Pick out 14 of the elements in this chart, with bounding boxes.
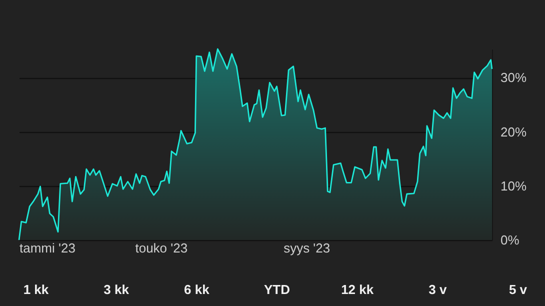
y-tick-label: 10% <box>500 178 527 194</box>
text: 1 kk <box>23 282 50 297</box>
x-tick-label: touko '23 <box>135 240 188 256</box>
text: 3 kk <box>104 282 130 297</box>
y-tick-label: 20% <box>500 124 527 140</box>
x-tick-label: syys '23 <box>284 240 330 256</box>
text: 3 v <box>428 282 448 297</box>
y-tick-label: 30% <box>500 70 527 86</box>
text: 5 v <box>508 282 528 297</box>
text: YTD <box>264 282 290 297</box>
text: 6 kk <box>184 282 210 297</box>
text: 12 kk <box>341 282 374 297</box>
x-tick-label: tammi '23 <box>20 240 76 256</box>
y-tick-label: 0% <box>500 232 520 248</box>
